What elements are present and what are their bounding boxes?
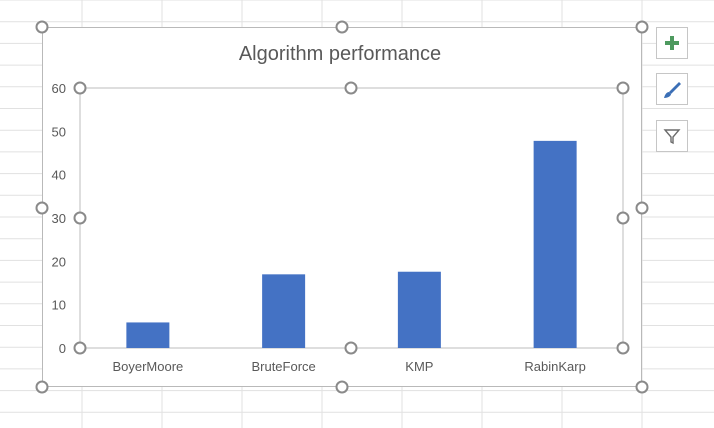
resize-handle[interactable] [635,380,649,394]
bar[interactable] [262,274,306,348]
resize-handle[interactable] [35,20,49,34]
resize-handle[interactable] [35,201,49,215]
y-tick-label: 40 [52,168,66,183]
resize-handle[interactable] [616,211,630,225]
x-tick-label: BruteForce [251,359,315,374]
resize-handle[interactable] [344,341,358,355]
bar[interactable] [397,271,441,348]
chart-filters-button[interactable] [656,120,688,152]
bar[interactable] [126,322,170,348]
resize-handle[interactable] [35,380,49,394]
resize-handle[interactable] [635,20,649,34]
resize-handle[interactable] [616,341,630,355]
chart-elements-button[interactable] [656,27,688,59]
x-tick-label: KMP [405,359,433,374]
x-tick-label: BoyerMoore [112,359,183,374]
y-tick-label: 50 [52,124,66,139]
chart-styles-button[interactable] [656,73,688,105]
resize-handle[interactable] [616,81,630,95]
resize-handle[interactable] [335,20,349,34]
x-tick-label: RabinKarp [524,359,585,374]
paintbrush-icon [664,82,681,98]
plus-icon [665,36,679,50]
funnel-icon [663,129,681,145]
resize-handle[interactable] [73,211,87,225]
resize-handle[interactable] [344,81,358,95]
resize-handle[interactable] [73,341,87,355]
resize-handle[interactable] [635,201,649,215]
bar[interactable] [533,140,577,348]
y-tick-label: 20 [52,254,66,269]
y-tick-label: 10 [52,298,66,313]
y-tick-label: 30 [52,211,66,226]
resize-handle[interactable] [73,81,87,95]
chart-title[interactable]: Algorithm performance [239,43,441,65]
resize-handle[interactable] [335,380,349,394]
y-tick-label: 60 [52,81,66,96]
y-tick-label: 0 [59,341,66,356]
